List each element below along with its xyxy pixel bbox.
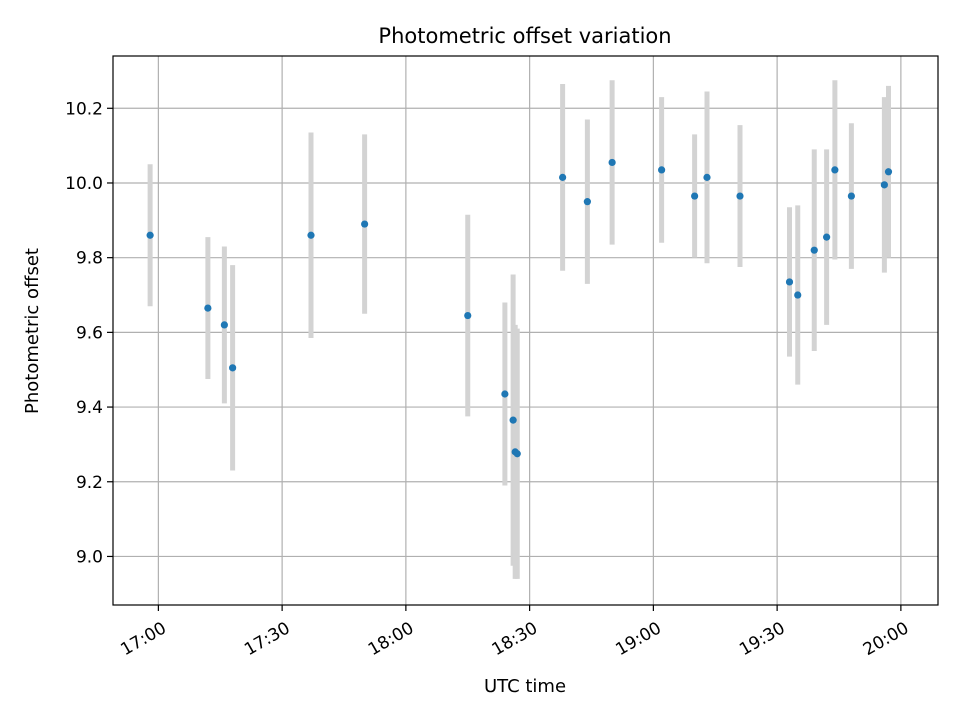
data-point <box>220 321 228 329</box>
data-point <box>509 416 517 424</box>
y-tick-label: 10.0 <box>65 174 103 194</box>
data-point <box>608 158 616 167</box>
plot-frame <box>112 55 939 606</box>
data-point <box>823 233 831 241</box>
data-point <box>559 173 567 181</box>
chart-title: Photometric offset variation <box>378 24 671 48</box>
data-point <box>307 231 315 239</box>
data-point <box>501 390 509 398</box>
data-point <box>794 291 802 299</box>
data-point <box>464 311 472 320</box>
data-point <box>880 181 888 189</box>
x-tick-label: 19:00 <box>612 618 664 660</box>
x-axis: 17:00 17:30 18:00 18:30 19:00 19:30 20:00 <box>117 605 912 660</box>
y-tick-label: 10.2 <box>65 99 103 119</box>
data-point <box>229 364 237 372</box>
data-point <box>703 173 711 181</box>
data-point <box>736 192 744 200</box>
data-point <box>513 450 521 458</box>
data-point <box>204 304 212 312</box>
data-points <box>146 158 893 458</box>
x-tick-label: 17:30 <box>241 618 293 660</box>
data-point <box>691 192 699 200</box>
data-point <box>785 278 794 286</box>
data-point <box>658 166 666 174</box>
data-point <box>146 231 154 239</box>
y-tick-label: 9.8 <box>76 249 103 269</box>
data-point <box>583 198 591 206</box>
y-tick-label: 9.0 <box>76 547 103 567</box>
x-tick-label: 18:30 <box>489 618 541 660</box>
y-tick-label: 9.6 <box>76 323 103 343</box>
x-tick-label: 18:00 <box>365 618 417 660</box>
grid <box>113 56 938 605</box>
y-tick-label: 9.4 <box>76 398 103 418</box>
y-tick-label: 9.2 <box>76 473 103 493</box>
data-point <box>810 246 818 254</box>
data-point <box>847 192 855 200</box>
y-axis: 9.0 9.2 9.4 9.6 9.8 10.0 10.2 <box>65 99 113 567</box>
data-point <box>361 220 369 228</box>
x-tick-label: 17:00 <box>117 618 169 660</box>
x-tick-label: 20:00 <box>860 618 912 660</box>
x-tick-label: 19:30 <box>736 618 788 660</box>
x-axis-label: UTC time <box>484 676 566 697</box>
data-point <box>831 166 839 174</box>
data-point <box>884 168 893 176</box>
y-axis-label: Photometric offset <box>22 248 43 414</box>
error-bars <box>147 80 891 579</box>
